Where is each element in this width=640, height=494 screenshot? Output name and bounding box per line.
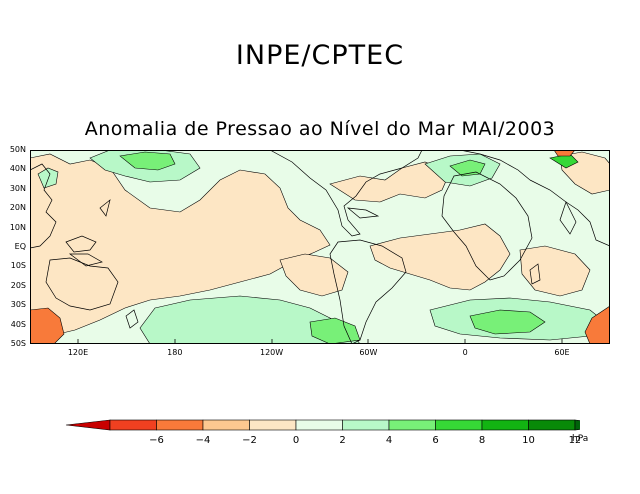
lat-label: 20N (9, 203, 26, 213)
field-pos4-north-pacific (119, 151, 176, 171)
lat-label: 50S (10, 339, 26, 348)
colorbar-tick-label: −2 (242, 435, 257, 446)
lat-label: 30N (9, 183, 26, 193)
colorbar-svg: −6 −4 −2 0 2 4 6 8 10 12 (65, 419, 620, 446)
colorbar-bin (295, 419, 343, 431)
map-ticks (77, 339, 563, 344)
lon-label: 60W (359, 348, 378, 357)
colorbar-tick-label: 10 (522, 435, 535, 446)
colorbar-bin (109, 419, 157, 431)
colorbar-bin (156, 419, 204, 431)
map-title: Anomalia de Pressao ao Nível do Mar MAI/… (84, 118, 556, 140)
anomaly-map (30, 150, 610, 344)
colorbar-tick-label: 0 (293, 435, 299, 446)
colorbar-tick-label: 4 (386, 435, 392, 446)
colorbar-bin (528, 419, 576, 431)
field-neg-south-pacific (279, 253, 349, 297)
lat-label: 50N (9, 145, 26, 154)
map-canvas (30, 150, 610, 344)
colorbar-bin (435, 419, 483, 431)
lon-label: 0 (462, 348, 468, 357)
field-neg-pacific (30, 153, 331, 339)
lat-label: 10S (10, 261, 26, 271)
lat-label: 20S (10, 280, 26, 290)
lat-label: 40S (10, 319, 26, 329)
coastlines (30, 150, 610, 344)
colorbar-arrow-high (574, 419, 620, 431)
colorbar-bin (481, 419, 529, 431)
colorbar-tick-label: −6 (149, 435, 164, 446)
map-frame (30, 150, 610, 344)
colorbar-tick-label: 8 (479, 435, 485, 446)
field-pos-south-pacific (139, 295, 361, 344)
field-neg2-southwest (30, 307, 65, 344)
lon-label: 180 (167, 348, 183, 357)
lat-label: 30S (10, 300, 26, 310)
colorbar-unit: hPa (572, 434, 589, 444)
colorbar-tick-label: −4 (196, 435, 211, 446)
page-header: INPE/CPTEC (235, 40, 405, 71)
field-neg2-southeast (584, 305, 610, 344)
field-neg-indian (519, 245, 591, 297)
lon-label: 120E (67, 348, 89, 357)
lat-label: EQ (14, 242, 26, 251)
colorbar-tick-label: 12 (569, 435, 580, 446)
field-neg2-north (553, 150, 576, 157)
lat-label: 10N (9, 222, 26, 232)
lon-label: 60E (554, 348, 570, 357)
colorbar-arrow-low (65, 419, 111, 431)
lat-label: 40N (9, 164, 26, 174)
colorbar-bin (342, 419, 390, 431)
colorbar-bin (388, 419, 436, 431)
field-pos4-south-atlantic (469, 309, 546, 335)
colorbar-tick-label: 6 (432, 435, 438, 446)
colorbar-bin (202, 419, 250, 431)
colorbar: −6 −4 −2 0 2 4 6 8 10 12 (60, 415, 620, 449)
lon-label: 120W (260, 348, 284, 357)
field-neg-atlantic (369, 223, 511, 291)
colorbar-tick-label: 2 (339, 435, 345, 446)
colorbar-bin (249, 419, 297, 431)
